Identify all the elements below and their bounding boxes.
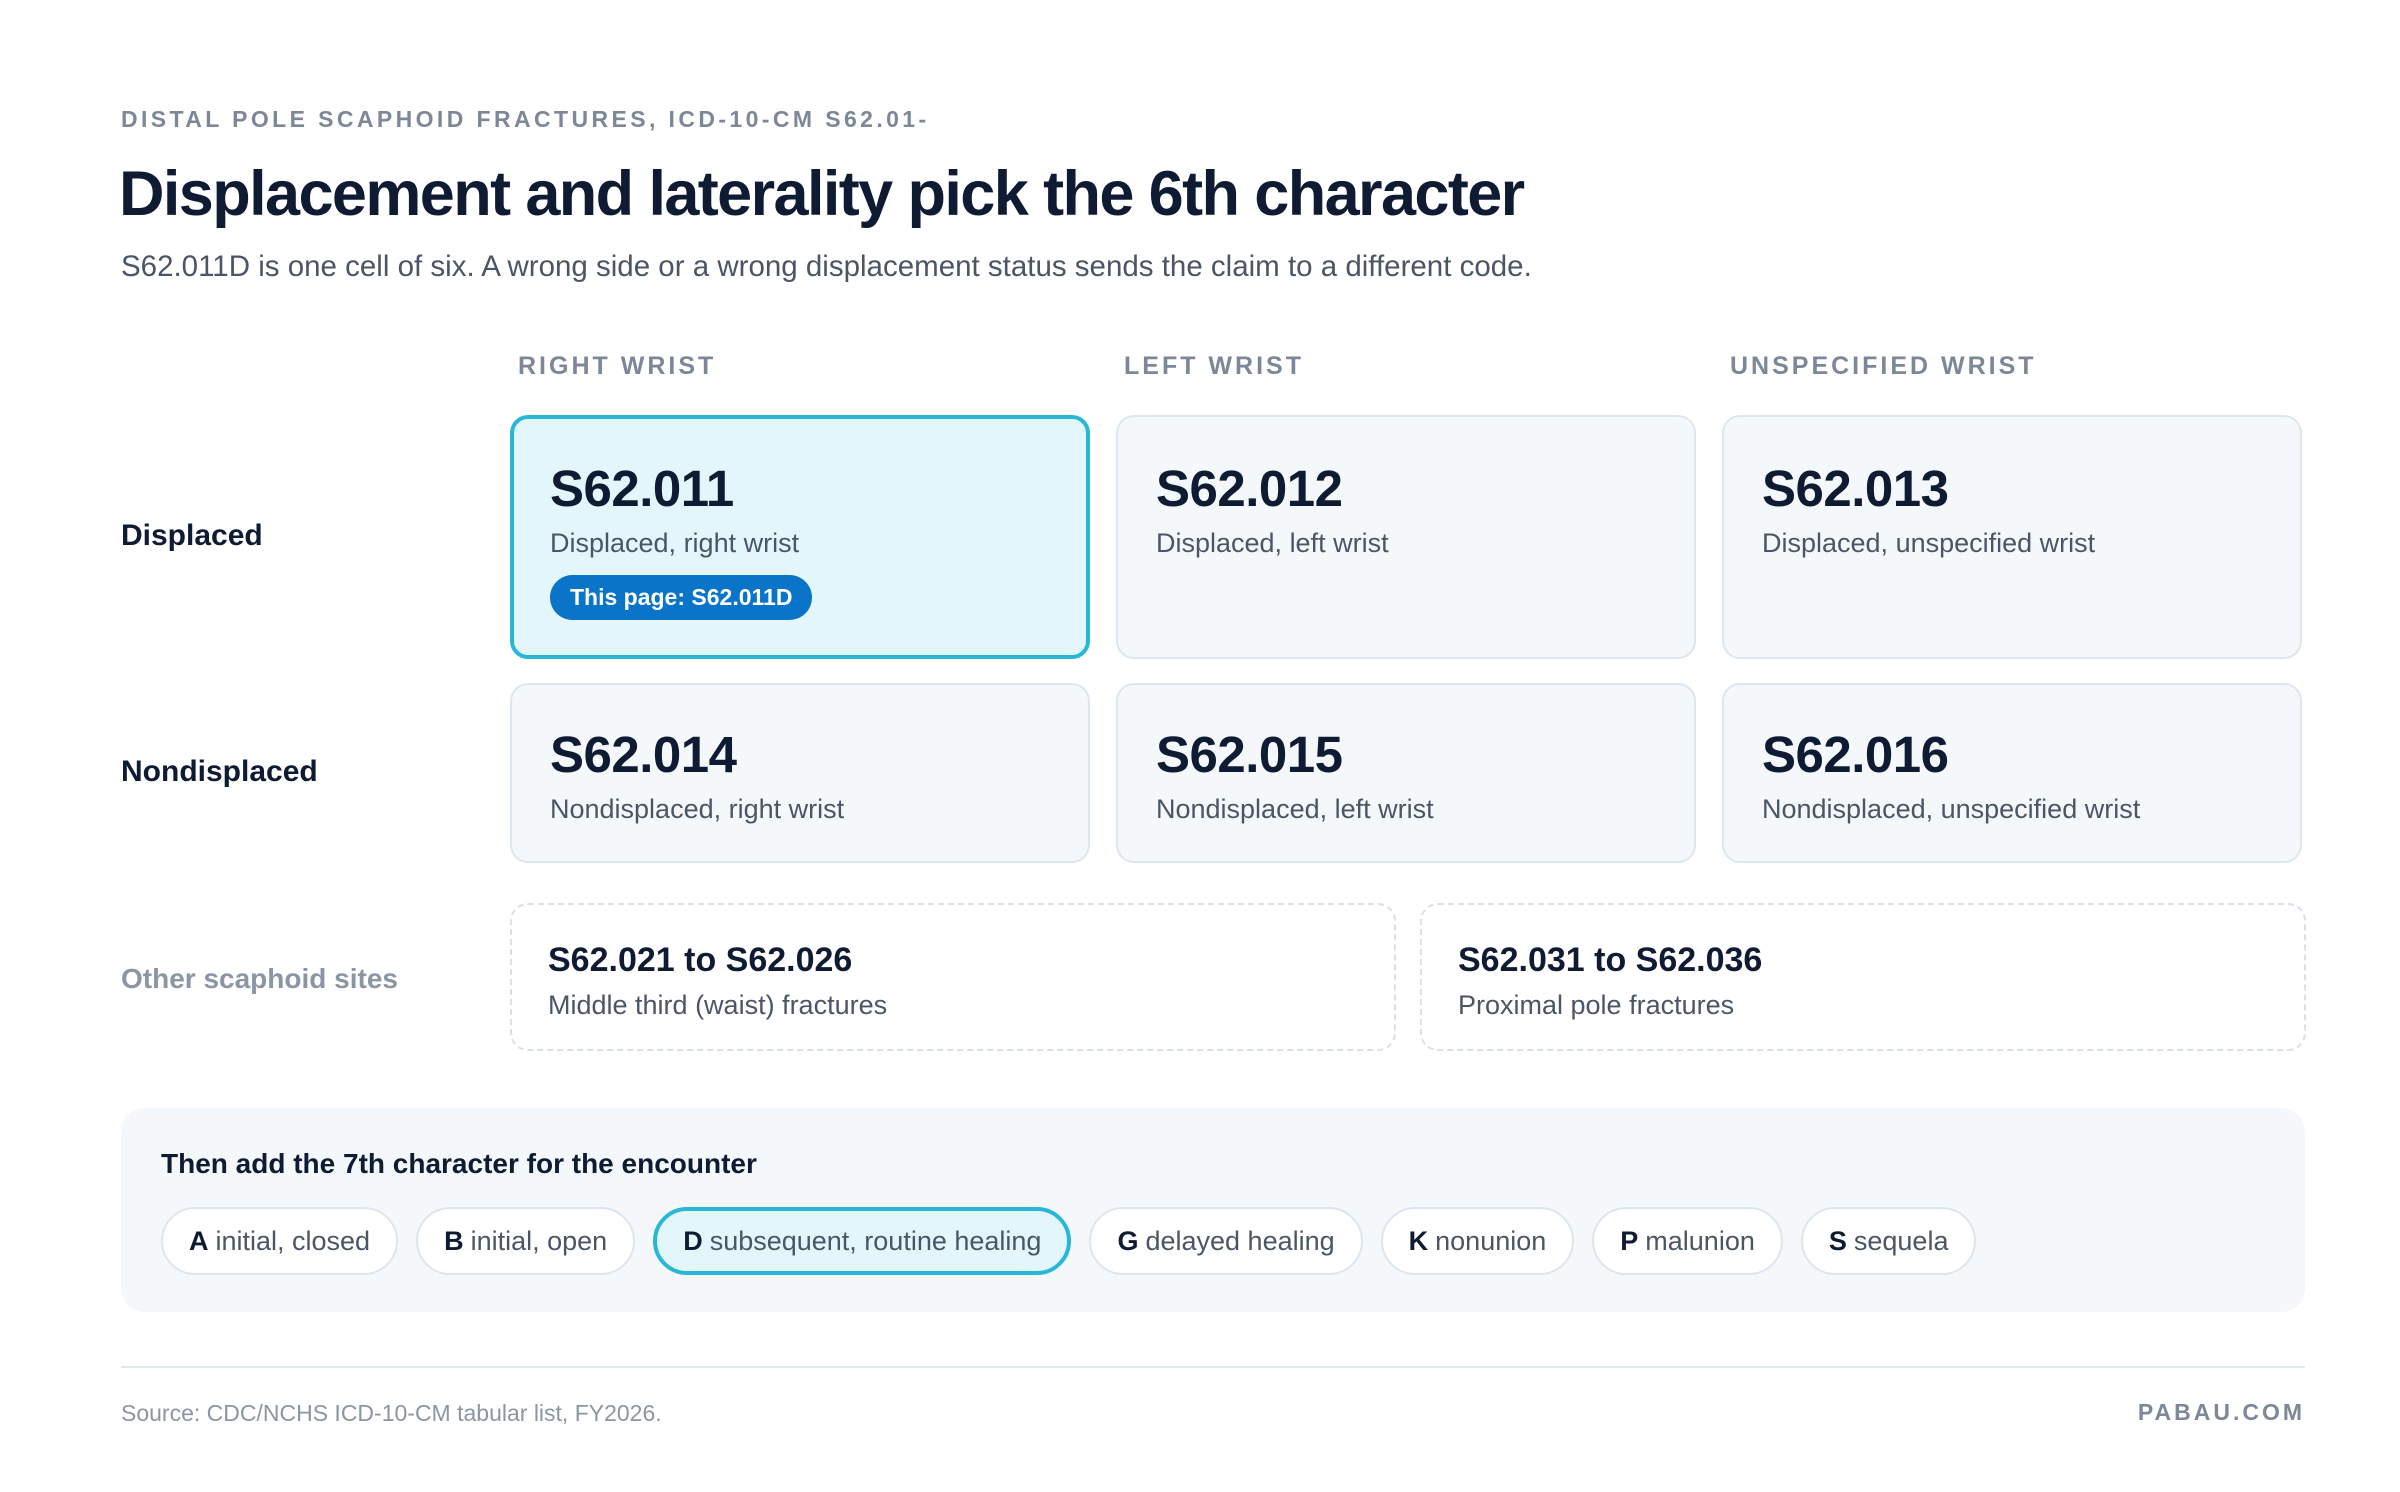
chip-label: malunion bbox=[1645, 1225, 1755, 1256]
code-description: Displaced, unspecified wrist bbox=[1762, 528, 2096, 558]
this-page-badge: This page: S62.011D bbox=[550, 575, 813, 620]
chip-key: P bbox=[1620, 1225, 1639, 1256]
code-cell-s62-013[interactable]: S62.013 Displaced, unspecified wrist bbox=[1722, 415, 2302, 659]
footer-divider bbox=[121, 1366, 2305, 1368]
chip-label: initial, closed bbox=[215, 1225, 371, 1256]
chip-key: G bbox=[1117, 1225, 1139, 1256]
column-header-left-wrist: LEFT WRIST bbox=[1124, 352, 1304, 380]
source-note: Source: CDC/NCHS ICD-10-CM tabular list,… bbox=[121, 1400, 662, 1426]
chip-key: S bbox=[1828, 1225, 1847, 1256]
code-cell-s62-015[interactable]: S62.015 Nondisplaced, left wrist bbox=[1116, 683, 1696, 863]
code-label: S62.014 bbox=[550, 726, 737, 783]
code-cell-s62-014[interactable]: S62.014 Nondisplaced, right wrist bbox=[510, 683, 1090, 863]
eyebrow: DISTAL POLE SCAPHOID FRACTURES, ICD-10-C… bbox=[121, 106, 930, 132]
code-description: Nondisplaced, left wrist bbox=[1156, 794, 1434, 824]
column-header-unspecified-wrist: UNSPECIFIED WRIST bbox=[1730, 352, 2037, 380]
chip-key: A bbox=[189, 1225, 209, 1256]
code-description: Nondisplaced, right wrist bbox=[550, 794, 845, 824]
code-description: Nondisplaced, unspecified wrist bbox=[1762, 794, 2141, 824]
other-site-proximal[interactable]: S62.031 to S62.036 Proximal pole fractur… bbox=[1420, 903, 2306, 1051]
chip-label: delayed healing bbox=[1145, 1225, 1335, 1256]
chip-key: D bbox=[683, 1225, 703, 1256]
page-title: Displacement and laterality pick the 6th… bbox=[119, 159, 1525, 229]
chip-label: subsequent, routine healing bbox=[709, 1225, 1042, 1256]
seventh-character-title: Then add the 7th character for the encou… bbox=[161, 1148, 757, 1179]
code-label: S62.016 bbox=[1762, 726, 1949, 783]
range-description: Middle third (waist) fractures bbox=[548, 990, 888, 1020]
other-site-waist[interactable]: S62.021 to S62.026 Middle third (waist) … bbox=[510, 903, 1396, 1051]
row-label-displaced: Displaced bbox=[121, 519, 263, 552]
code-description: Displaced, left wrist bbox=[1156, 528, 1389, 558]
code-label: S62.012 bbox=[1156, 460, 1343, 517]
code-range: S62.031 to S62.036 bbox=[1458, 941, 1763, 979]
code-cell-s62-016[interactable]: S62.016 Nondisplaced, unspecified wrist bbox=[1722, 683, 2302, 863]
chip-key: K bbox=[1408, 1225, 1429, 1256]
range-description: Proximal pole fractures bbox=[1458, 990, 1735, 1020]
brand-link[interactable]: PABAU.COM bbox=[2137, 1399, 2305, 1425]
code-label: S62.015 bbox=[1156, 726, 1343, 783]
chip-label: initial, open bbox=[470, 1225, 608, 1256]
code-cell-s62-011[interactable]: S62.011 Displaced, right wrist This page… bbox=[510, 415, 1090, 659]
code-description: Displaced, right wrist bbox=[550, 528, 800, 558]
code-label: S62.013 bbox=[1762, 460, 1949, 517]
chip-label: sequela bbox=[1853, 1225, 1949, 1256]
chip-label: nonunion bbox=[1435, 1225, 1547, 1256]
row-label-nondisplaced: Nondisplaced bbox=[121, 755, 318, 788]
column-header-right-wrist: RIGHT WRIST bbox=[518, 352, 717, 380]
code-cell-s62-012[interactable]: S62.012 Displaced, left wrist bbox=[1116, 415, 1696, 659]
row-label-other-sites: Other scaphoid sites bbox=[121, 963, 398, 994]
code-range: S62.021 to S62.026 bbox=[548, 941, 853, 979]
code-label: S62.011 bbox=[550, 460, 734, 517]
chip-key: B bbox=[444, 1225, 464, 1256]
page-subtitle: S62.011D is one cell of six. A wrong sid… bbox=[121, 250, 1532, 283]
seventh-character-panel: Then add the 7th character for the encou… bbox=[121, 1108, 2305, 1312]
